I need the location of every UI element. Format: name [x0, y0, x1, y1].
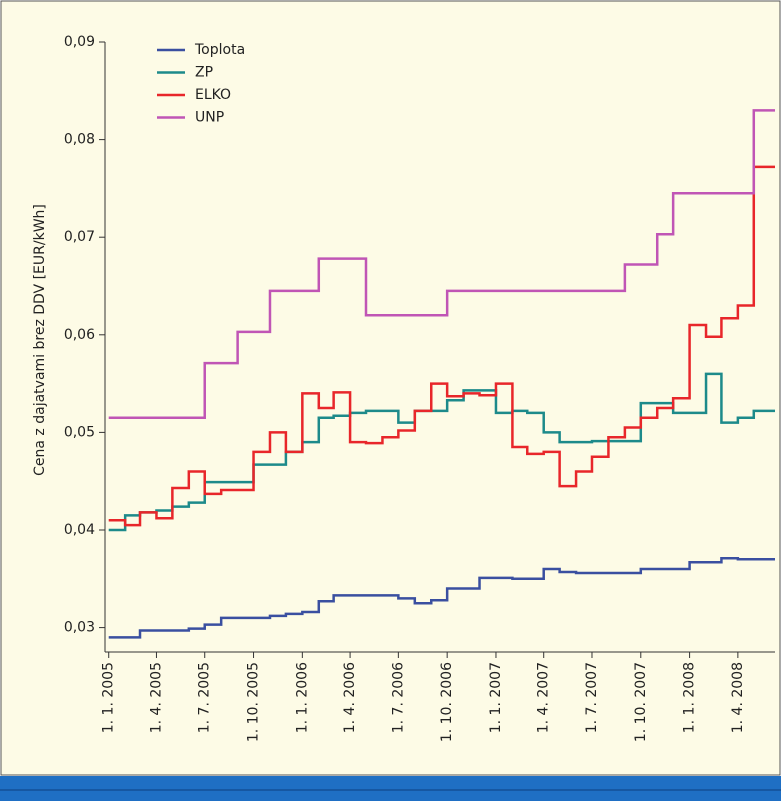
x-tick-label: 1. 10. 2007 — [633, 662, 649, 742]
series-line — [108, 165, 775, 527]
legend-label: UNP — [195, 110, 224, 126]
x-tick-label: 1. 4. 2006 — [342, 662, 358, 733]
x-tick-label: 1. 7. 2005 — [197, 662, 213, 733]
y-tick-label: 0,09 — [64, 34, 95, 50]
x-tick-label: 1. 1. 2008 — [682, 662, 698, 733]
x-tick-label: 1. 10. 2006 — [439, 662, 455, 742]
y-tick-label: 0,07 — [64, 229, 95, 245]
series-line — [108, 557, 775, 639]
x-tick-label: 1. 1. 2006 — [294, 662, 310, 733]
y-axis-label: Cena z dajatvami brez DDV [EUR/kWh] — [32, 204, 48, 476]
x-tick-label: 1. 10. 2005 — [246, 662, 262, 742]
x-tick-label: 1. 7. 2006 — [390, 662, 406, 733]
x-tick-label: 1. 4. 2008 — [730, 662, 746, 733]
y-tick-label: 0,08 — [64, 132, 95, 148]
legend-label: ZP — [195, 65, 213, 81]
frame — [0, 0, 781, 776]
series-line — [108, 109, 775, 420]
y-tick-label: 0,03 — [64, 620, 95, 636]
x-tick-label: 1. 7. 2007 — [584, 662, 600, 733]
x-tick-label: 1. 1. 2005 — [101, 662, 117, 733]
y-tick-label: 0,05 — [64, 424, 95, 440]
legend-label: Toplota — [194, 42, 245, 58]
footer-bar — [0, 776, 781, 801]
legend-label: ELKO — [195, 87, 231, 103]
x-tick-label: 1. 1. 2007 — [488, 662, 504, 733]
x-tick-label: 1. 4. 2005 — [148, 662, 164, 733]
y-tick-label: 0,04 — [64, 522, 95, 538]
x-tick-label: 1. 4. 2007 — [536, 662, 552, 733]
y-tick-label: 0,06 — [64, 327, 95, 343]
